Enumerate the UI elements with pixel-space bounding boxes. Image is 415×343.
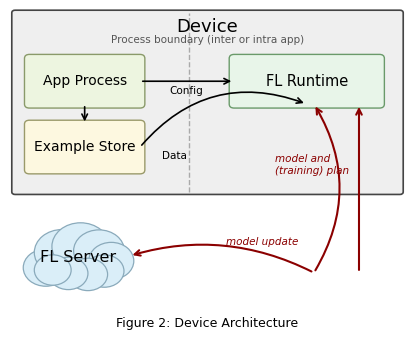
Text: App Process: App Process <box>43 74 127 88</box>
Text: model and
(training) plan: model and (training) plan <box>275 154 349 176</box>
Text: Process boundary (inter or intra app): Process boundary (inter or intra app) <box>111 35 304 45</box>
Text: FL Server: FL Server <box>41 250 117 265</box>
Circle shape <box>34 255 71 285</box>
Circle shape <box>85 255 124 287</box>
Circle shape <box>68 258 107 291</box>
Text: FL Runtime: FL Runtime <box>266 74 348 89</box>
FancyBboxPatch shape <box>24 120 145 174</box>
Text: model update: model update <box>226 237 298 247</box>
Text: Device: Device <box>177 18 238 36</box>
FancyBboxPatch shape <box>24 55 145 108</box>
Circle shape <box>49 257 88 289</box>
Text: Figure 2: Device Architecture: Figure 2: Device Architecture <box>117 317 298 330</box>
Text: Example Store: Example Store <box>34 140 135 154</box>
FancyBboxPatch shape <box>229 55 384 108</box>
Circle shape <box>73 230 124 272</box>
Circle shape <box>23 249 68 286</box>
Text: Data: Data <box>162 151 187 161</box>
Circle shape <box>52 223 109 270</box>
Circle shape <box>34 229 90 275</box>
FancyBboxPatch shape <box>12 10 403 194</box>
Circle shape <box>89 243 134 280</box>
Text: Config: Config <box>169 86 203 96</box>
